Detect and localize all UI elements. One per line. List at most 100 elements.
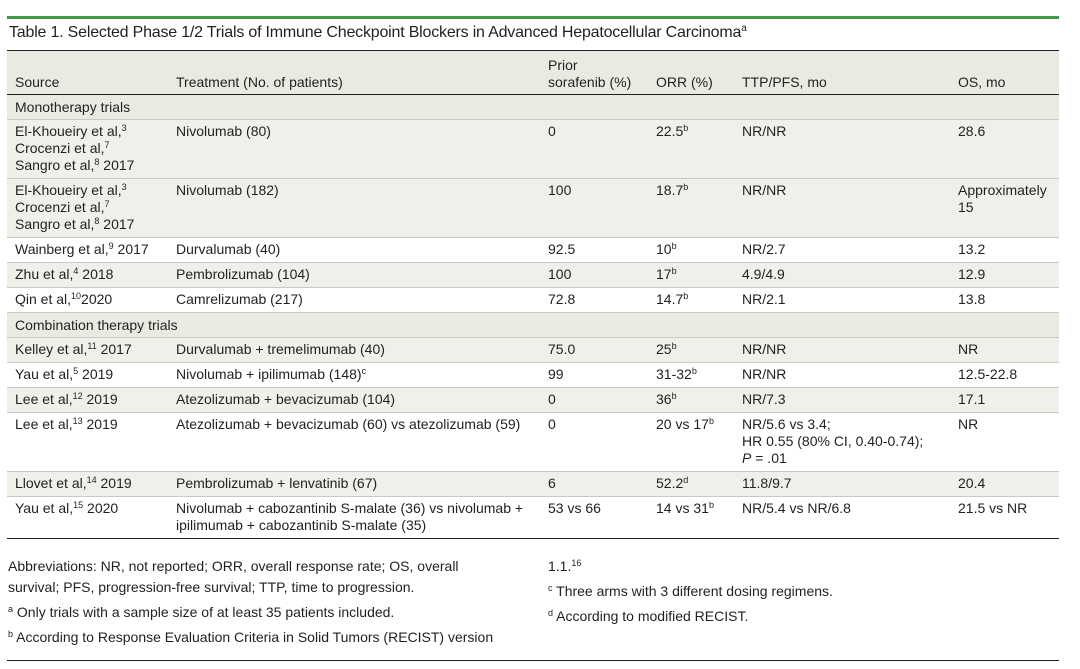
cell-source: Lee et al,13 2019	[7, 412, 168, 472]
section-row-monotherapy: Monotherapy trials	[7, 94, 1059, 120]
cell-ttp-pfs: NR/5.4 vs NR/6.8	[734, 496, 950, 539]
cell-prior-sorafenib: 99	[540, 362, 648, 388]
table-row: Lee et al,13 2019 Atezolizumab + bevaciz…	[7, 412, 1059, 472]
table-row: Zhu et al,4 2018 Pembrolizumab (104) 100…	[7, 262, 1059, 288]
cell-treatment: Pembrolizumab + lenvatinib (67)	[168, 471, 540, 497]
cell-os: 20.4	[950, 471, 1059, 497]
cell-prior-sorafenib: 75.0	[540, 337, 648, 363]
cell-treatment: Pembrolizumab (104)	[168, 262, 540, 288]
table-row: Yau et al,15 2020 Nivolumab + cabozantin…	[7, 496, 1059, 539]
cell-os: 13.2	[950, 237, 1059, 263]
cell-ttp-pfs: 4.9/4.9	[734, 262, 950, 288]
footnotes-right-column: 1.1.16 c Three arms with 3 different dos…	[548, 556, 1058, 627]
cell-orr: 14.7b	[648, 287, 734, 313]
cell-source: Kelley et al,11 2017	[7, 337, 168, 363]
cell-treatment: Durvalumab + tremelimumab (40)	[168, 337, 540, 363]
cell-source: El-Khoueiry et al,3 Crocenzi et al,7 Sangr…	[7, 178, 168, 238]
cell-ttp-pfs: NR/5.6 vs 3.4; HR 0.55 (80% CI, 0.40-0.74…	[734, 412, 950, 472]
cell-orr: 10b	[648, 237, 734, 263]
cell-treatment: Atezolizumab + bevacizumab (104)	[168, 387, 540, 413]
table-row: Lee et al,12 2019 Atezolizumab + bevaciz…	[7, 387, 1059, 413]
cell-source: El-Khoueiry et al,3 Crocenzi et al,7 Sangr…	[7, 119, 168, 179]
cell-os: 28.6	[950, 119, 1059, 179]
title-footnote-mark: a	[741, 23, 747, 34]
header-prior-line2: sorafenib (%)	[548, 74, 632, 90]
cell-prior-sorafenib: 6	[540, 471, 648, 497]
cell-prior-sorafenib: 100	[540, 178, 648, 238]
cell-treatment: Durvalumab (40)	[168, 237, 540, 263]
cell-ttp-pfs: NR/7.3	[734, 387, 950, 413]
cell-prior-sorafenib: 72.8	[540, 287, 648, 313]
bottom-rule	[7, 660, 1059, 661]
table-row: Qin et al,102020 Camrelizumab (217) 72.8…	[7, 287, 1059, 313]
cell-treatment: Nivolumab + cabozantinib S-malate (36) v…	[168, 496, 540, 539]
table-row: Kelley et al,11 2017 Durvalumab + tremel…	[7, 337, 1059, 363]
cell-os: 17.1	[950, 387, 1059, 413]
cell-orr: 31-32b	[648, 362, 734, 388]
section-label: Monotherapy trials	[7, 94, 1059, 120]
cell-source: Qin et al,102020	[7, 287, 168, 313]
footnote-b-continued: 1.1.16	[548, 558, 582, 574]
cell-prior-sorafenib: 0	[540, 119, 648, 179]
table-row: Yau et al,5 2019 Nivolumab + ipilimumab …	[7, 362, 1059, 388]
header-row: Source Treatment (No. of patients) Prior…	[7, 50, 1059, 95]
section-label: Combination therapy trials	[7, 312, 1059, 338]
header-source: Source	[7, 50, 168, 95]
cell-source: Llovet et al,14 2019	[7, 471, 168, 497]
header-ttp-pfs: TTP/PFS, mo	[734, 50, 950, 95]
footnote-a: a Only trials with a sample size of at l…	[8, 604, 395, 620]
footnote-d: d According to modified RECIST.	[548, 608, 749, 624]
cell-source: Lee et al,12 2019	[7, 387, 168, 413]
cell-orr: 36b	[648, 387, 734, 413]
cell-orr: 14 vs 31b	[648, 496, 734, 539]
cell-ttp-pfs: NR/NR	[734, 337, 950, 363]
cell-prior-sorafenib: 100	[540, 262, 648, 288]
cell-treatment: Camrelizumab (217)	[168, 287, 540, 313]
cell-treatment: Atezolizumab + bevacizumab (60) vs atezo…	[168, 412, 540, 472]
cell-treatment: Nivolumab + ipilimumab (148)c	[168, 362, 540, 388]
table-title-text: Table 1. Selected Phase 1/2 Trials of Im…	[9, 24, 742, 41]
cell-ttp-pfs: NR/NR	[734, 178, 950, 238]
trials-table: Source Treatment (No. of patients) Prior…	[7, 50, 1059, 539]
cell-os: 13.8	[950, 287, 1059, 313]
cell-prior-sorafenib: 53 vs 66	[540, 496, 648, 539]
header-treatment: Treatment (No. of patients)	[168, 50, 540, 95]
table-row: Llovet et al,14 2019 Pembrolizumab + len…	[7, 471, 1059, 497]
cell-orr: 22.5b	[648, 119, 734, 179]
cell-os: 12.9	[950, 262, 1059, 288]
table-row: El-Khoueiry et al,3 Crocenzi et al,7 Sangr…	[7, 119, 1059, 179]
cell-ttp-pfs: NR/NR	[734, 362, 950, 388]
table-row: Wainberg et al,9 2017 Durvalumab (40) 92…	[7, 237, 1059, 263]
cell-prior-sorafenib: 0	[540, 387, 648, 413]
cell-ttp-pfs: 11.8/9.7	[734, 471, 950, 497]
cell-orr: 20 vs 17b	[648, 412, 734, 472]
cell-os: 21.5 vs NR	[950, 496, 1059, 539]
cell-orr: 25b	[648, 337, 734, 363]
cell-prior-sorafenib: 92.5	[540, 237, 648, 263]
footnotes-left-column: Abbreviations: NR, not reported; ORR, ov…	[8, 556, 513, 648]
cell-orr: 18.7b	[648, 178, 734, 238]
cell-source: Yau et al,5 2019	[7, 362, 168, 388]
top-rule	[7, 16, 1059, 19]
cell-source: Wainberg et al,9 2017	[7, 237, 168, 263]
cell-orr: 52.2d	[648, 471, 734, 497]
footnote-abbreviations: Abbreviations: NR, not reported; ORR, ov…	[8, 558, 459, 595]
cell-treatment: Nivolumab (80)	[168, 119, 540, 179]
table-row: El-Khoueiry et al,3 Crocenzi et al,7 Sangr…	[7, 178, 1059, 238]
header-orr: ORR (%)	[648, 50, 734, 95]
cell-source: Zhu et al,4 2018	[7, 262, 168, 288]
cell-os: 12.5-22.8	[950, 362, 1059, 388]
cell-prior-sorafenib: 0	[540, 412, 648, 472]
cell-ttp-pfs: NR/2.1	[734, 287, 950, 313]
table-title: Table 1. Selected Phase 1/2 Trials of Im…	[9, 24, 747, 42]
header-os: OS, mo	[950, 50, 1059, 95]
cell-os: Approximately 15	[950, 178, 1059, 238]
section-row-combination: Combination therapy trials	[7, 312, 1059, 338]
cell-source: Yau et al,15 2020	[7, 496, 168, 539]
header-prior-sorafenib: Prior sorafenib (%)	[540, 50, 648, 95]
cell-ttp-pfs: NR/2.7	[734, 237, 950, 263]
header-prior-line1: Prior	[548, 57, 578, 73]
footnote-c: c Three arms with 3 different dosing reg…	[548, 583, 833, 599]
cell-orr: 17b	[648, 262, 734, 288]
cell-os: NR	[950, 337, 1059, 363]
